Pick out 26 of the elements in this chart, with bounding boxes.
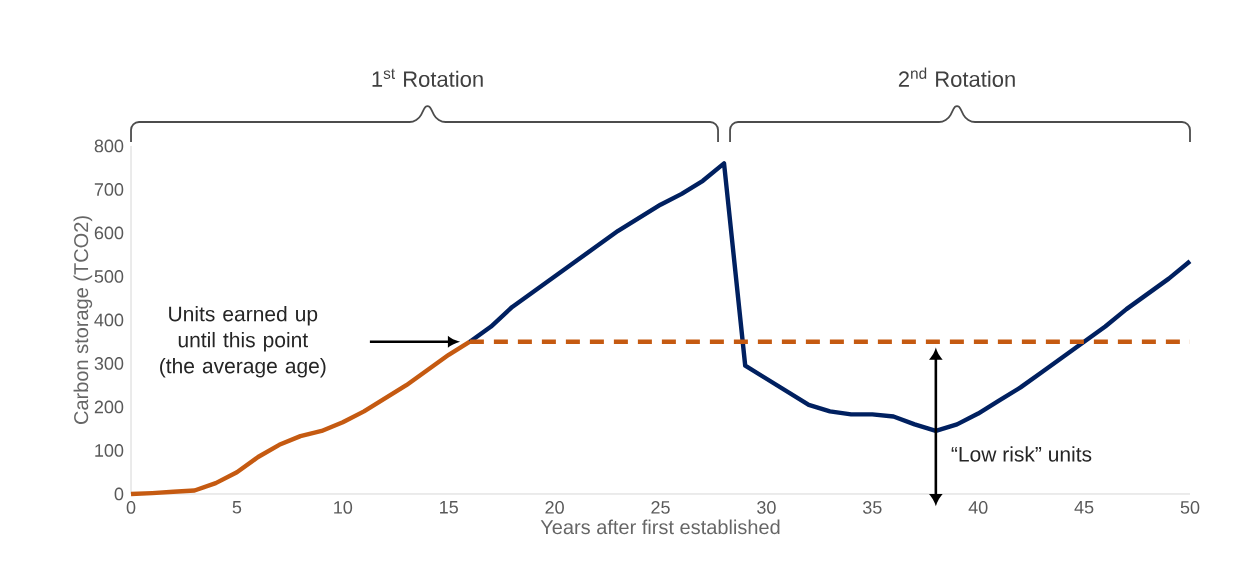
x-tick-label: 40 [968, 501, 988, 514]
y-tick-label: 300 [94, 357, 124, 370]
annotation: “Low risk” units [951, 446, 1092, 462]
y-tick-label: 200 [94, 400, 124, 414]
annotation: Units earned up until this point (the average age) [160, 305, 326, 378]
x-tick-label: 10 [334, 501, 353, 514]
y-tick-label: 400 [94, 313, 124, 327]
y-tick-label: 700 [94, 183, 124, 196]
y-tick-label: 0 [114, 487, 124, 501]
text: 1$^{st}$ Rotation [372, 68, 483, 87]
x-tick-label: 25 [651, 501, 670, 514]
y-tick-label: 500 [94, 270, 124, 283]
x-tick-label: 45 [1074, 501, 1094, 514]
x-tick-label: 0 [126, 501, 136, 514]
x-tick-label: 20 [545, 501, 564, 514]
y-tick-label: 800 [94, 139, 124, 153]
x-tick-label: 35 [862, 501, 882, 514]
x-axis-title: Years after first established [540, 519, 780, 535]
text: 2$^{nd}$ Rotation [898, 67, 1015, 87]
x-tick-label: 50 [1180, 501, 1200, 514]
x-tick-label: 30 [757, 501, 776, 514]
y-tick-label: 600 [94, 226, 124, 240]
y-axis-title: Carbon storage (TCO2) [73, 216, 93, 425]
y-tick-label: 100 [95, 444, 124, 457]
x-tick-label: 5 [232, 501, 242, 514]
x-tick-label: 15 [440, 501, 458, 514]
